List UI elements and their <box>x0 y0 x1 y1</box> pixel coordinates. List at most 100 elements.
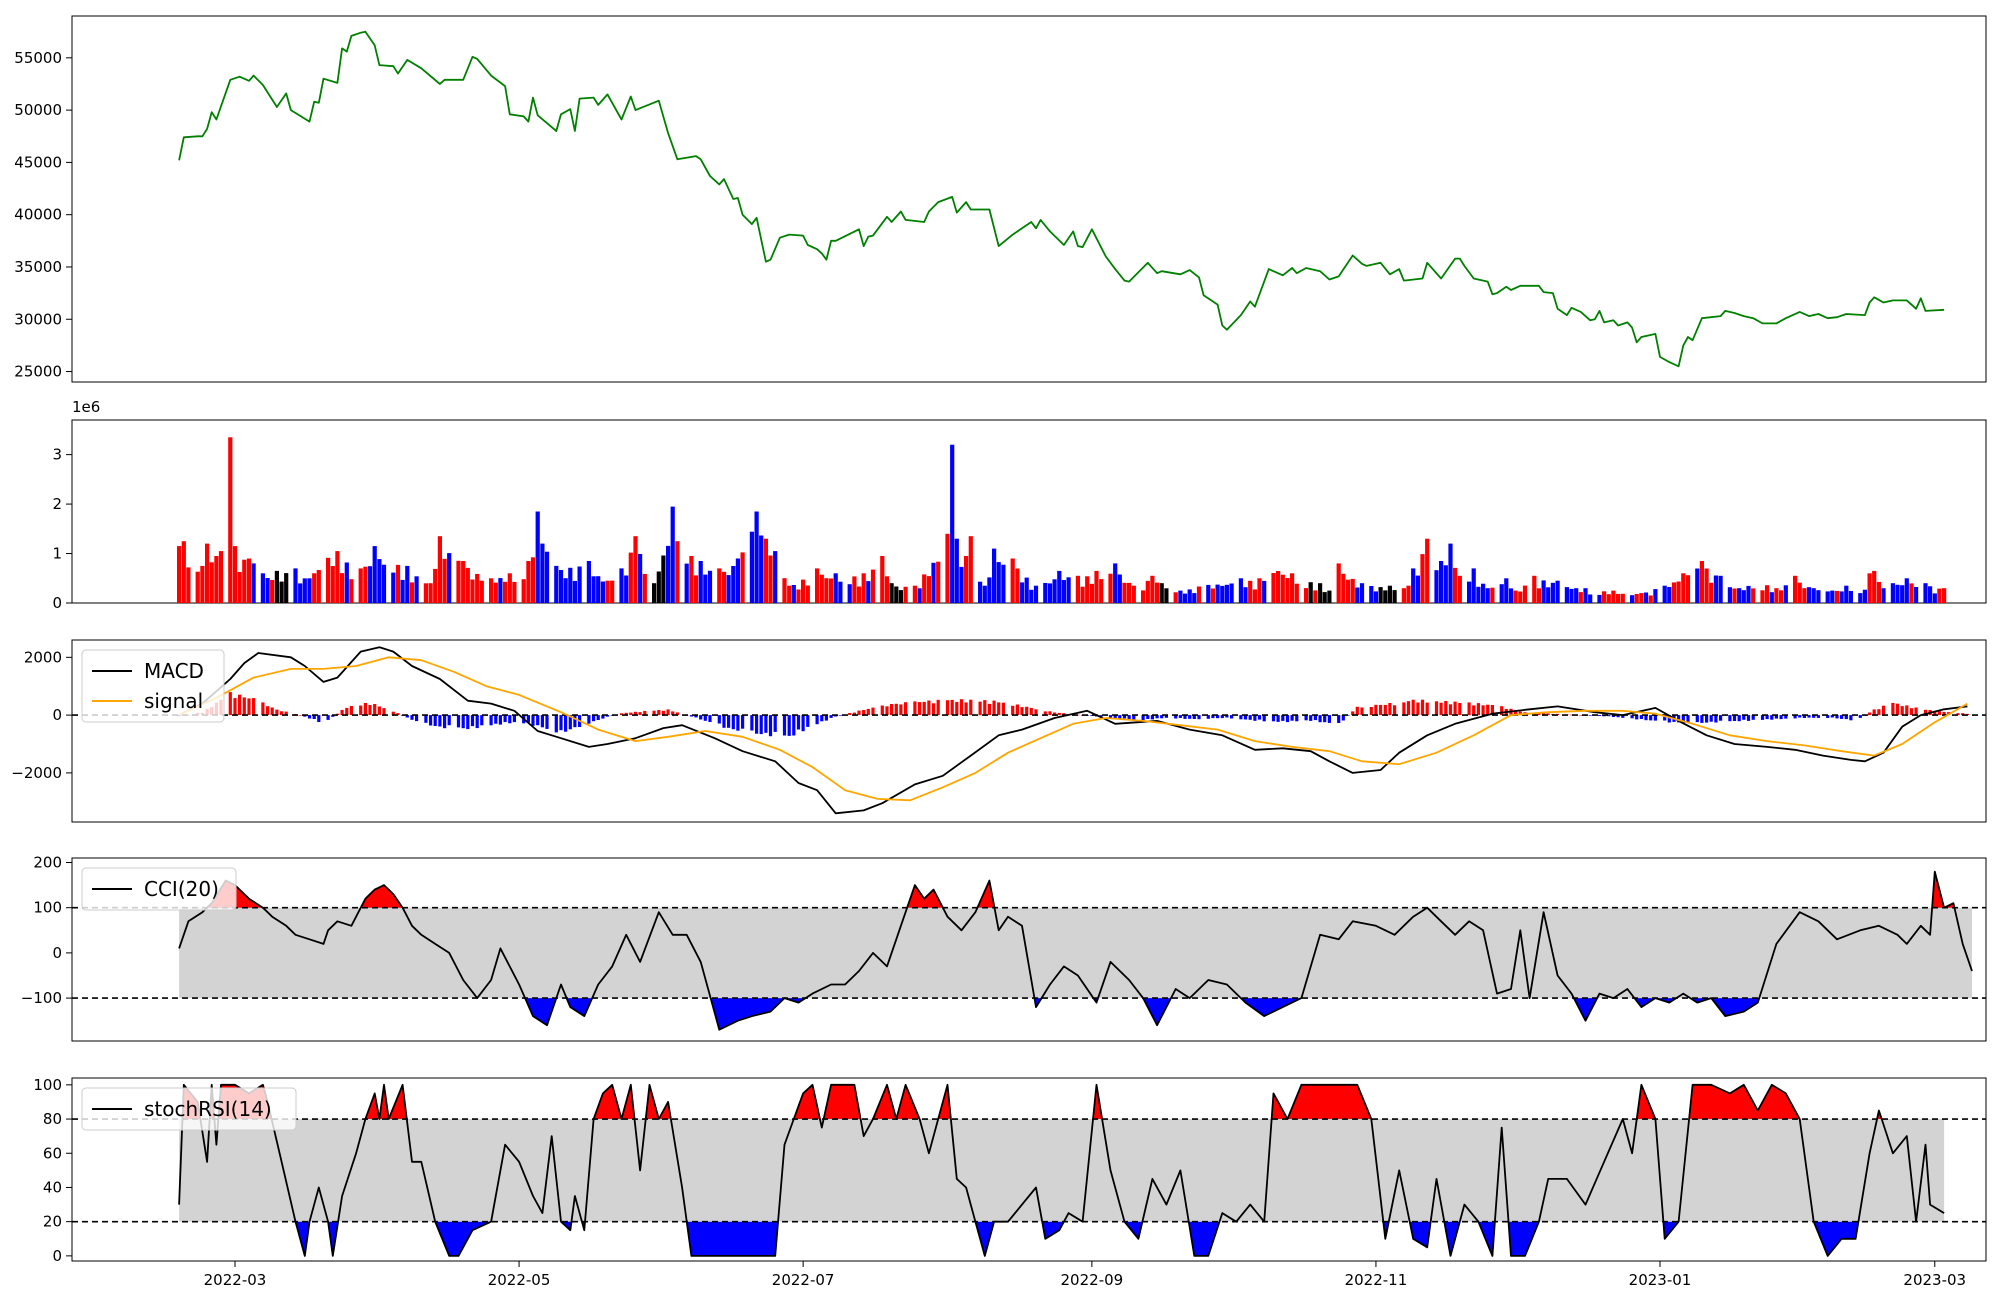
macd-histogram-bar <box>1029 707 1033 716</box>
macd-histogram-bar <box>666 709 670 716</box>
volume-bar <box>340 573 345 603</box>
macd-histogram-bar <box>424 715 428 723</box>
volume-bar <box>1676 581 1681 603</box>
volume-bar <box>1099 579 1104 603</box>
volume-bar <box>274 570 279 603</box>
volume-bar <box>1671 582 1677 603</box>
volume-bar <box>1164 588 1169 603</box>
macd-histogram-bar <box>1313 715 1317 721</box>
macd-histogram-bar <box>736 715 740 731</box>
volume-bar <box>1131 585 1136 603</box>
volume-bar <box>1890 583 1895 603</box>
macd-histogram-bar <box>1914 707 1918 716</box>
volume-bar <box>721 571 727 603</box>
volume-bar <box>847 584 852 603</box>
macd-histogram-bar <box>1840 715 1844 719</box>
ytick-label-stochrsi: 0 <box>52 1247 62 1265</box>
stochrsi-series-line <box>178 1083 1945 1257</box>
volume-bar <box>312 573 317 603</box>
volume-bar <box>246 558 252 603</box>
macd-histogram-bar <box>1188 715 1192 719</box>
macd-histogram-bar <box>252 698 256 716</box>
volume-bar <box>349 579 354 603</box>
volume-bar <box>423 583 428 603</box>
macd-histogram-bar <box>1318 715 1322 723</box>
macd-histogram-bar <box>1146 715 1150 719</box>
volume-bar <box>1327 590 1332 603</box>
macd-histogram-bar <box>1737 715 1741 722</box>
volume-bar <box>503 581 508 603</box>
volume-bar <box>707 570 713 603</box>
macd-histogram-bar <box>1178 715 1182 718</box>
volume-bar <box>195 571 200 603</box>
macd-histogram-bar <box>480 715 484 726</box>
volume-bar <box>521 579 526 603</box>
macd-histogram-bar <box>1099 715 1103 717</box>
volume-bar <box>1080 586 1085 603</box>
volume-bar <box>1783 585 1788 603</box>
macd-histogram-bar <box>1225 715 1229 718</box>
volume-bar <box>1779 590 1784 603</box>
volume-bar <box>1308 582 1313 603</box>
stochrsi-oversold-fill <box>686 1221 779 1256</box>
macd-histogram-bar <box>992 700 996 716</box>
macd-histogram-bar <box>675 712 679 716</box>
macd-histogram-bar <box>1057 712 1061 716</box>
volume-bar <box>1583 588 1588 603</box>
volume-bar <box>1173 592 1178 603</box>
macd-histogram-bar <box>233 698 237 716</box>
volume-bar <box>1504 578 1509 603</box>
macd-histogram-bar <box>890 704 894 716</box>
volume-bar <box>1839 591 1844 603</box>
volume-bar <box>661 555 666 603</box>
macd-histogram-bar <box>1150 715 1154 720</box>
volume-bar <box>675 541 680 603</box>
volume-bar <box>395 564 401 603</box>
macd-histogram-bar <box>1476 703 1480 716</box>
macd-histogram-bar <box>1751 715 1755 720</box>
macd-histogram-bar <box>1481 705 1485 716</box>
volume-bar <box>670 506 675 603</box>
macd-histogram-bar <box>1774 715 1778 719</box>
cci-series-line <box>178 870 1973 1031</box>
macd-histogram-bar <box>1732 715 1737 721</box>
volume-bar <box>1574 588 1579 603</box>
ytick-label-volume: 0 <box>52 594 62 612</box>
volume-bar <box>1113 563 1118 603</box>
macd-histogram-bar <box>796 715 801 730</box>
volume-bar <box>749 531 754 603</box>
macd-histogram-bar <box>475 715 479 729</box>
volume-bar <box>1220 585 1225 603</box>
volume-bar <box>586 561 591 603</box>
macd-histogram-bar <box>1816 715 1820 718</box>
macd-histogram-bar <box>1160 715 1164 719</box>
macd-histogram-bar <box>1090 715 1094 716</box>
macd-histogram-bar <box>1695 715 1699 723</box>
volume-bar <box>558 570 564 603</box>
macd-histogram-bar <box>1677 715 1681 723</box>
macd-histogram-bar <box>918 702 922 716</box>
macd-histogram-bar <box>1220 715 1224 719</box>
volume-bar <box>805 585 810 603</box>
macd-histogram-bar <box>410 715 414 720</box>
macd-histogram-bar <box>652 710 656 716</box>
macd-histogram-bar <box>1905 705 1909 716</box>
volume-bar <box>1453 567 1458 603</box>
volume-bar <box>1709 582 1714 603</box>
cci-legend-box <box>81 867 237 911</box>
macd-histogram-bar <box>931 703 936 716</box>
ytick-label-volume: 2 <box>52 495 62 513</box>
macd-histogram-bar <box>368 705 372 716</box>
volume-bar <box>1401 588 1406 603</box>
volume-bar <box>926 576 931 603</box>
volume-bar <box>1229 583 1234 603</box>
volume-bar <box>1550 582 1555 603</box>
volume-bar <box>1937 588 1942 603</box>
volume-bar <box>1262 580 1267 603</box>
volume-bar <box>1345 579 1351 603</box>
volume-bar <box>666 545 671 603</box>
macd-histogram-bar <box>936 699 940 716</box>
volume-bar <box>400 579 405 603</box>
macd-histogram-bar <box>1374 704 1378 716</box>
ytick-label-cci: −100 <box>21 989 62 1007</box>
